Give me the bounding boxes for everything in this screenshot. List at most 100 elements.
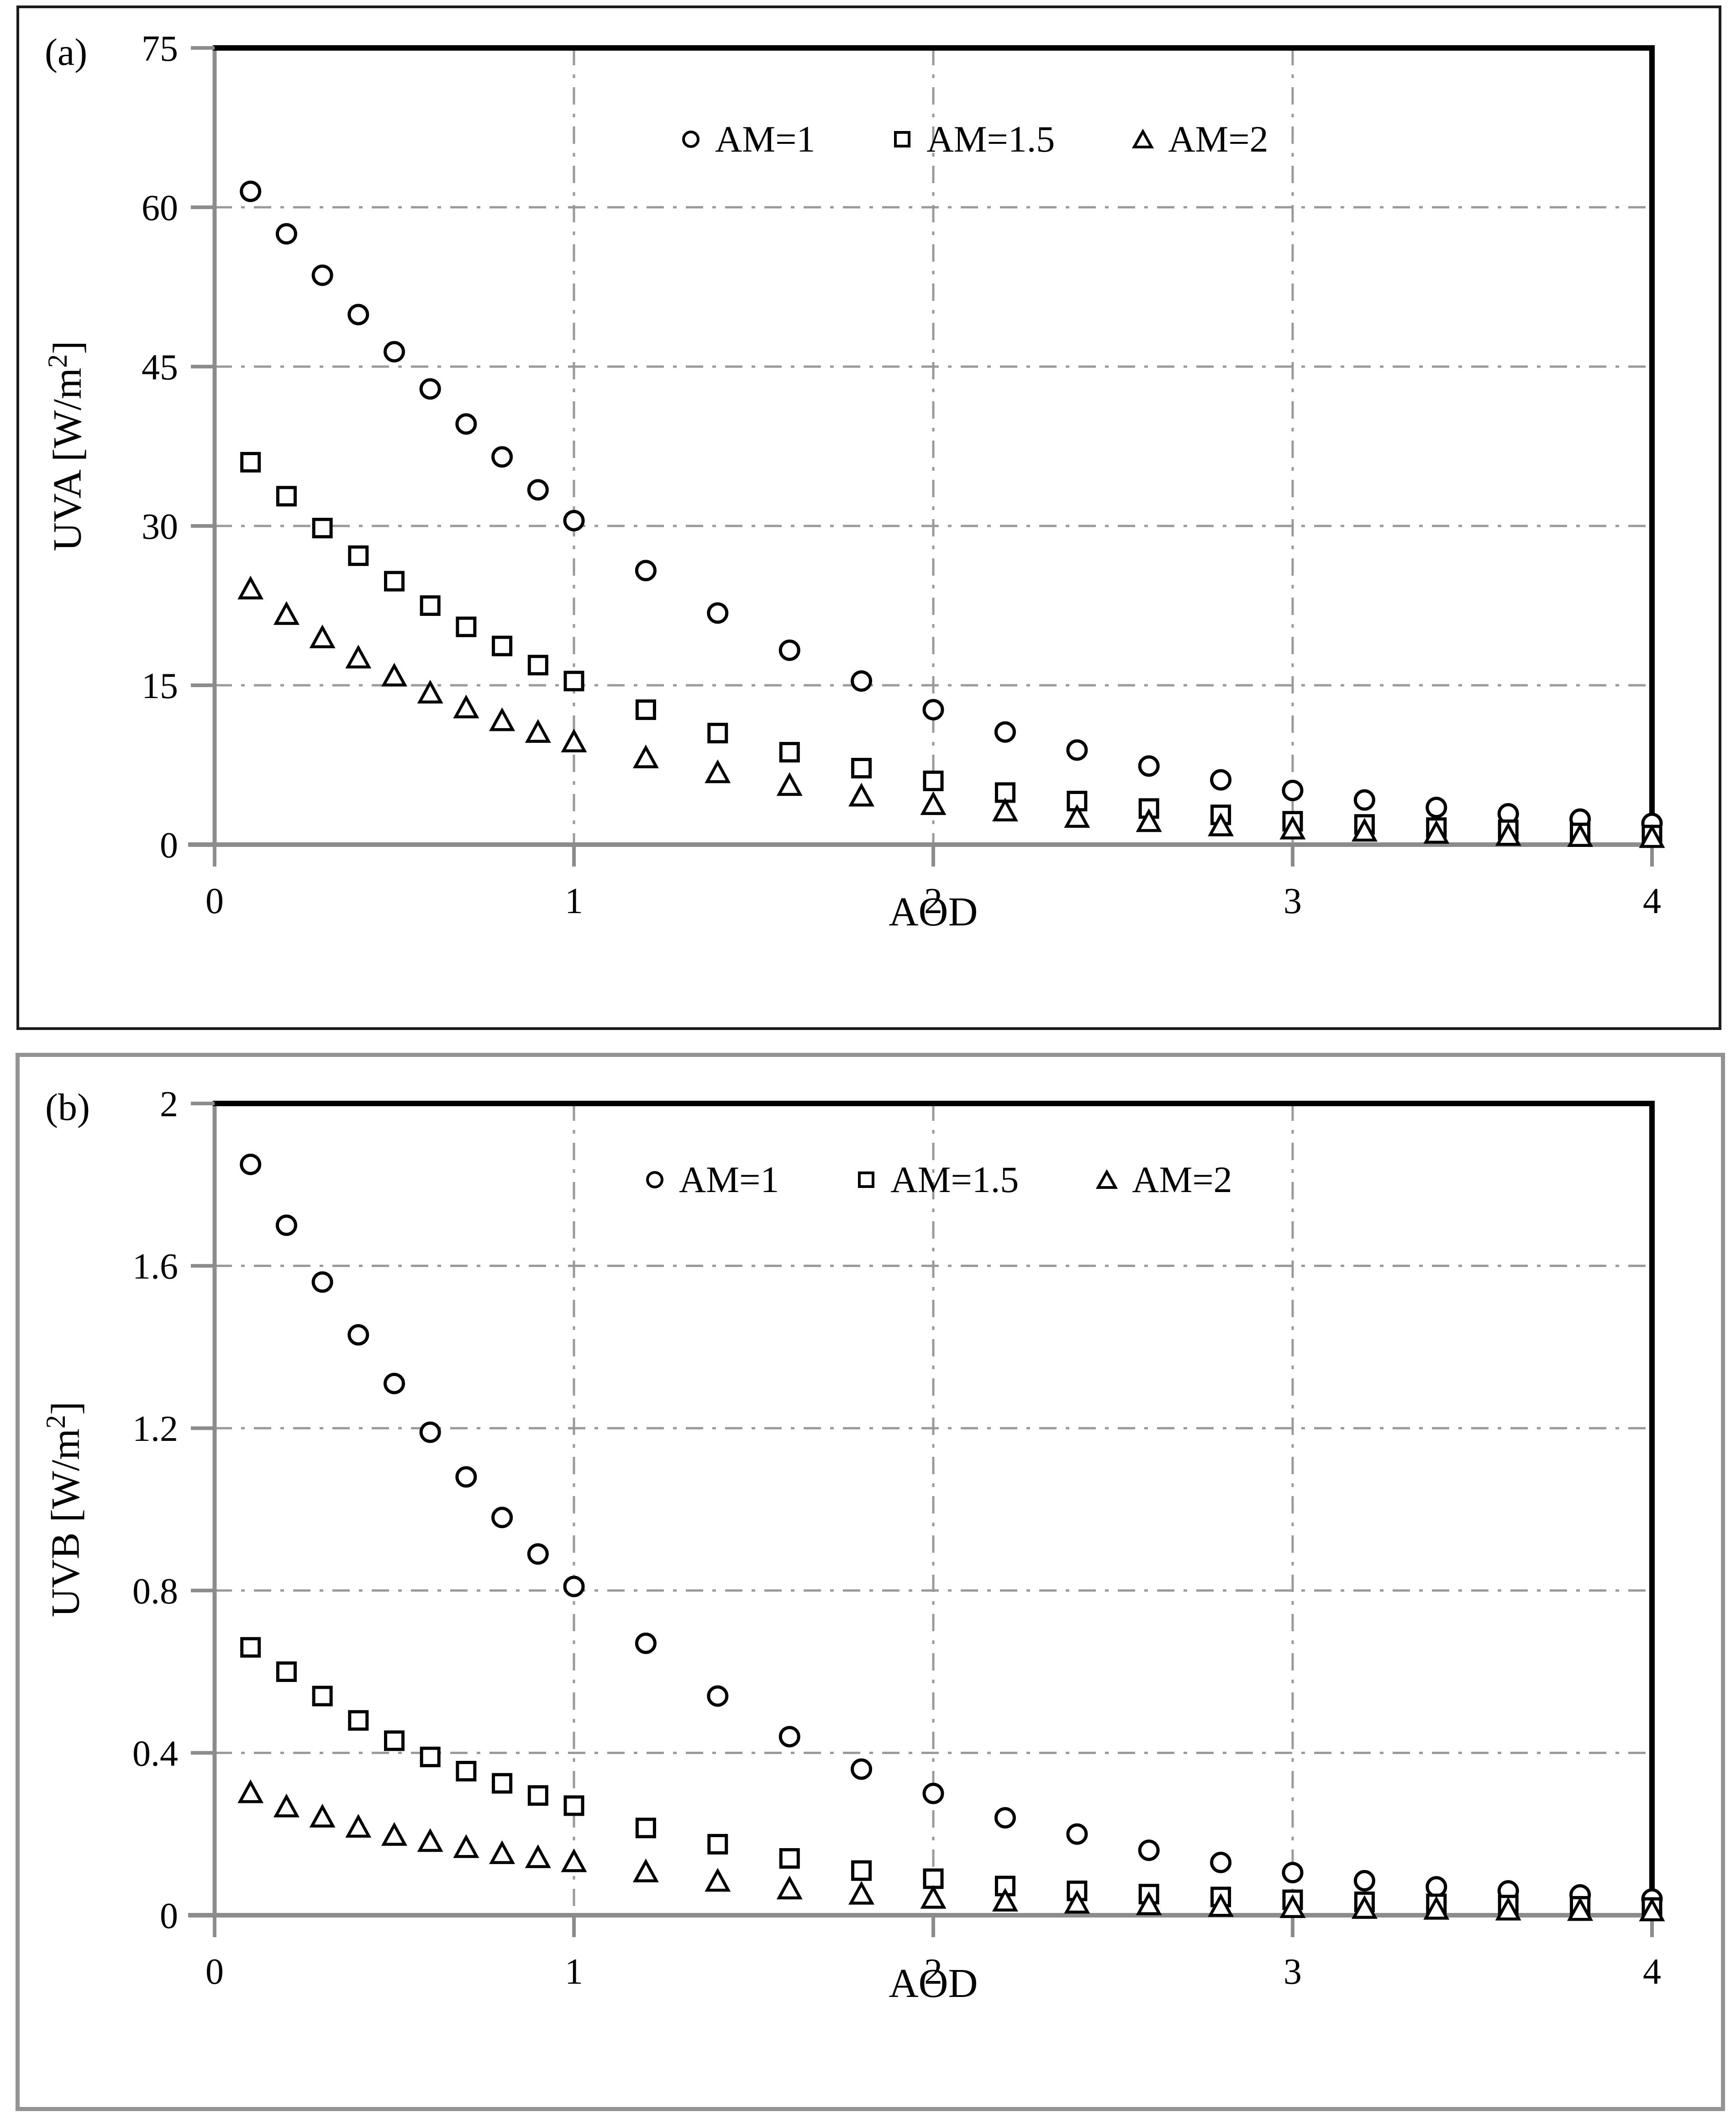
data-point-am2 — [273, 1793, 300, 1818]
y-tick-label: 15 — [142, 666, 178, 706]
data-point-am15 — [527, 655, 548, 676]
y-tick-label: 30 — [142, 507, 178, 547]
data-point-am1 — [347, 304, 369, 326]
data-point-am15 — [851, 1860, 872, 1881]
data-point-am1 — [240, 180, 262, 202]
data-point-am2 — [273, 601, 300, 625]
data-point-am2 — [417, 679, 443, 704]
data-point-am2 — [453, 1834, 479, 1858]
data-point-am2 — [848, 1881, 875, 1905]
data-point-am2 — [1423, 820, 1450, 844]
chart-a-plot: 0 1 2 3 4 0 15 30 45 60 75 — [142, 29, 1665, 921]
data-point-am2 — [1136, 1891, 1162, 1915]
data-point-am15 — [492, 636, 513, 657]
data-point-am2 — [1495, 822, 1521, 846]
data-point-am2 — [345, 1814, 372, 1838]
data-point-am2 — [1567, 823, 1594, 847]
data-point-am15 — [312, 1686, 333, 1707]
data-point-am15 — [348, 545, 369, 566]
legend-item-am1: AM=1 — [680, 118, 815, 161]
data-point-am1 — [994, 1807, 1016, 1829]
data-point-am1 — [311, 1271, 333, 1293]
data-point-am1 — [491, 446, 513, 468]
data-point-am1 — [311, 264, 333, 286]
data-point-am1 — [384, 341, 405, 363]
y-title-sup: 2 — [42, 354, 73, 368]
data-point-am1 — [779, 639, 800, 661]
data-point-am2 — [1064, 804, 1090, 828]
data-point-am2 — [1136, 808, 1162, 832]
panel-a-x-axis-title: AOD — [889, 889, 978, 935]
data-point-am15 — [563, 1795, 584, 1816]
legend-label: AM=1.5 — [890, 1159, 1019, 1200]
legend-item-am15: AM=1.5 — [892, 118, 1055, 161]
data-point-am1 — [851, 1758, 873, 1780]
data-point-am2 — [1639, 1897, 1665, 1922]
data-point-am1 — [491, 1507, 513, 1529]
data-point-am1 — [635, 1632, 657, 1654]
data-point-am1 — [240, 1153, 262, 1175]
y-title-sup: 2 — [41, 1415, 71, 1429]
data-point-am15 — [707, 723, 728, 744]
data-point-am15 — [456, 1760, 477, 1781]
data-point-am15 — [420, 1746, 441, 1767]
data-point-am2 — [237, 575, 264, 599]
legend-label: AM=2 — [1168, 118, 1268, 160]
data-point-am2 — [1423, 1896, 1450, 1920]
panel-b-legend: AM=1 AM=1.5 AM=2 — [644, 1158, 1232, 1201]
square-marker-icon — [858, 1172, 875, 1188]
data-point-am15 — [563, 671, 584, 692]
data-point-am15 — [923, 1868, 944, 1889]
panel-b: 0 1 2 3 4 0 0.4 0.8 1.2 1.6 2 (b) UVB [W/m2] AOD A… — [16, 1053, 1725, 2111]
data-point-am2 — [776, 1876, 803, 1900]
data-point-am1 — [275, 1214, 297, 1236]
data-point-am1 — [1282, 779, 1304, 801]
y-tick-label: 45 — [142, 347, 178, 388]
x-tick-label: 3 — [1284, 881, 1302, 921]
y-tick-label: 0 — [160, 825, 178, 866]
x-tick-label: 0 — [205, 1952, 224, 1992]
data-point-am2 — [1208, 812, 1234, 836]
data-point-am2 — [705, 1868, 731, 1892]
data-point-am2 — [561, 1848, 587, 1872]
data-point-am2 — [1064, 1890, 1090, 1914]
data-point-am2 — [1279, 1894, 1306, 1918]
data-point-am1 — [1426, 797, 1447, 819]
data-point-am1 — [1353, 789, 1375, 811]
data-point-am2 — [848, 783, 875, 807]
data-point-am1 — [707, 602, 729, 624]
x-tick-label: 4 — [1643, 1952, 1661, 1992]
data-point-am1 — [384, 1372, 405, 1394]
legend-label: AM=2 — [1132, 1159, 1232, 1200]
data-point-am1 — [1138, 755, 1160, 777]
data-point-am1 — [1138, 1839, 1160, 1861]
legend-label: AM=1.5 — [926, 118, 1055, 160]
data-point-am2 — [309, 1803, 336, 1828]
data-point-am2 — [381, 1822, 407, 1846]
data-point-am2 — [1351, 818, 1378, 842]
data-point-am1 — [563, 510, 585, 531]
legend-item-am2: AM=2 — [1095, 1158, 1232, 1201]
x-tick-label: 4 — [1643, 881, 1661, 921]
y-tick-label: 1.6 — [132, 1247, 178, 1287]
data-point-am2 — [345, 645, 372, 669]
data-point-am15 — [240, 1637, 261, 1658]
x-tick-label: 1 — [565, 881, 583, 921]
panel-a-label: (a) — [45, 31, 88, 74]
panel-a-legend: AM=1 AM=1.5 AM=2 — [680, 118, 1268, 161]
data-point-am1 — [1210, 1851, 1232, 1873]
data-point-am1 — [1426, 1876, 1447, 1898]
legend-label: AM=1 — [679, 1159, 779, 1200]
data-point-am1 — [419, 1421, 441, 1443]
data-point-am1 — [1066, 739, 1088, 761]
data-point-am2 — [1567, 1897, 1594, 1921]
data-point-am15 — [456, 616, 477, 637]
data-point-am15 — [635, 1818, 656, 1839]
data-point-am1 — [1353, 1870, 1375, 1891]
data-point-am15 — [923, 770, 944, 791]
data-point-am15 — [707, 1834, 728, 1855]
data-point-am15 — [851, 757, 872, 778]
data-point-am15 — [348, 1710, 369, 1731]
circle-marker-icon — [646, 1171, 663, 1188]
